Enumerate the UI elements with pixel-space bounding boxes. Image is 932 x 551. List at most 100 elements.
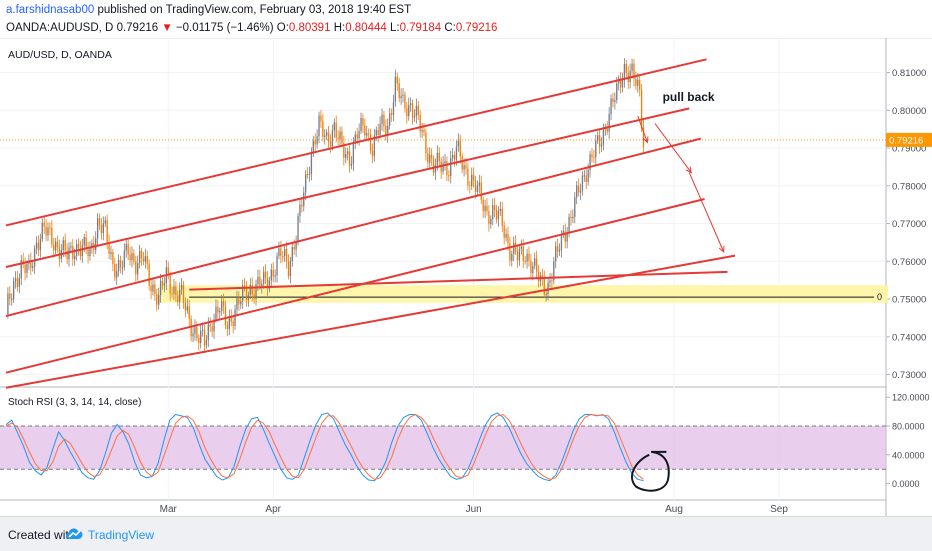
candle-body (501, 208, 503, 226)
channel-line[interactable] (5, 107, 690, 268)
candle-body (478, 182, 481, 186)
candle-body (150, 285, 152, 292)
candle-body (276, 256, 278, 276)
candle-body (270, 269, 272, 281)
channel-line[interactable] (5, 58, 707, 227)
candle-body (528, 253, 530, 261)
candle-body (144, 256, 147, 262)
candle-body (137, 263, 139, 275)
candle-body (339, 131, 341, 139)
candle-body (64, 240, 66, 251)
candle-body (415, 105, 418, 117)
last-price: 0.79216 (116, 22, 159, 34)
arrow-head (685, 166, 692, 174)
channel-line[interactable] (5, 137, 702, 318)
candle-body (568, 216, 570, 234)
channel-line[interactable] (5, 198, 705, 374)
candle-body (322, 121, 324, 137)
tradingview-brand[interactable]: TradingView (88, 528, 155, 542)
candle-body (579, 190, 582, 193)
candle-body (404, 94, 406, 109)
candle-body (154, 284, 156, 295)
candle-body (535, 258, 538, 272)
candle-body (117, 259, 120, 272)
candle-body (467, 168, 469, 186)
candle-body (524, 260, 526, 262)
candle-body (263, 271, 265, 284)
candle-body (18, 278, 21, 287)
candle-body (39, 239, 42, 251)
candle-body (572, 216, 574, 219)
candle-body (577, 185, 580, 193)
level-label: 0 (877, 292, 882, 302)
candle-body (12, 281, 15, 299)
candle-body (633, 63, 635, 79)
candle-body (490, 218, 492, 225)
pullback-arrow[interactable] (688, 172, 725, 253)
candle-body (14, 278, 17, 282)
pullback-arrow[interactable] (637, 115, 648, 143)
candle-body (81, 245, 84, 257)
candle-body (474, 180, 477, 193)
candle-body (520, 246, 523, 249)
candle-body (213, 319, 215, 332)
candle-body (66, 250, 68, 260)
chart-title: AUD/USD, D, OANDA (8, 49, 112, 61)
candle-body (297, 215, 299, 243)
author-link[interactable]: a.farshidnasab00 (6, 4, 95, 16)
candle-body (245, 287, 248, 301)
candle-body (482, 199, 484, 212)
candle-body (240, 301, 242, 305)
candle-body (576, 185, 578, 198)
candle-body (558, 249, 561, 252)
candle-body (457, 140, 460, 147)
candle-body (406, 108, 408, 117)
candle-body (280, 248, 282, 256)
candle-body (209, 324, 211, 327)
candle-body (293, 246, 295, 250)
stoch-tick-label: 80.0000 (892, 422, 925, 432)
candle-body (180, 285, 183, 290)
price-chart[interactable]: MarAprJunAugSepNov2018MarMay0.810000.800… (0, 38, 932, 516)
candle-body (408, 105, 410, 117)
candle-body (513, 242, 515, 254)
candle-body (331, 130, 334, 146)
candle-body (432, 158, 435, 173)
candle-body (255, 284, 257, 299)
candle-body (135, 261, 137, 275)
candle-body (106, 220, 108, 242)
candle-body (518, 248, 521, 261)
candle-body (411, 103, 414, 118)
candle-body (242, 285, 244, 302)
candle-body (606, 128, 608, 132)
candle-body (72, 246, 74, 260)
candle-body (461, 156, 463, 170)
candle-body (171, 293, 173, 295)
candle-body (62, 240, 64, 251)
candle-body (385, 125, 387, 136)
trend-line[interactable] (5, 254, 736, 389)
candle-body (49, 227, 51, 229)
candle-body (45, 226, 47, 236)
candle-body (639, 79, 641, 90)
candle-body (390, 113, 393, 115)
candle-body (70, 246, 72, 248)
low-label: L: (389, 22, 400, 34)
candle-body (156, 294, 158, 305)
candle-body (453, 154, 456, 160)
pullback-arrow[interactable] (654, 123, 692, 173)
candle-body (306, 174, 309, 176)
candle-body (148, 263, 150, 286)
candle-body (184, 302, 187, 311)
stoch-k-line (5, 412, 644, 482)
candle-body (356, 134, 358, 139)
candle-body (383, 114, 385, 126)
change-value: −0.01175 (−1.46%) (175, 22, 274, 34)
candle-body (471, 174, 473, 187)
candle-body (167, 267, 169, 276)
candle-body (343, 143, 345, 158)
tradingview-cloud-icon (66, 528, 83, 539)
candle-body (325, 132, 328, 136)
candle-body (371, 150, 374, 156)
trend-line[interactable] (189, 270, 728, 291)
